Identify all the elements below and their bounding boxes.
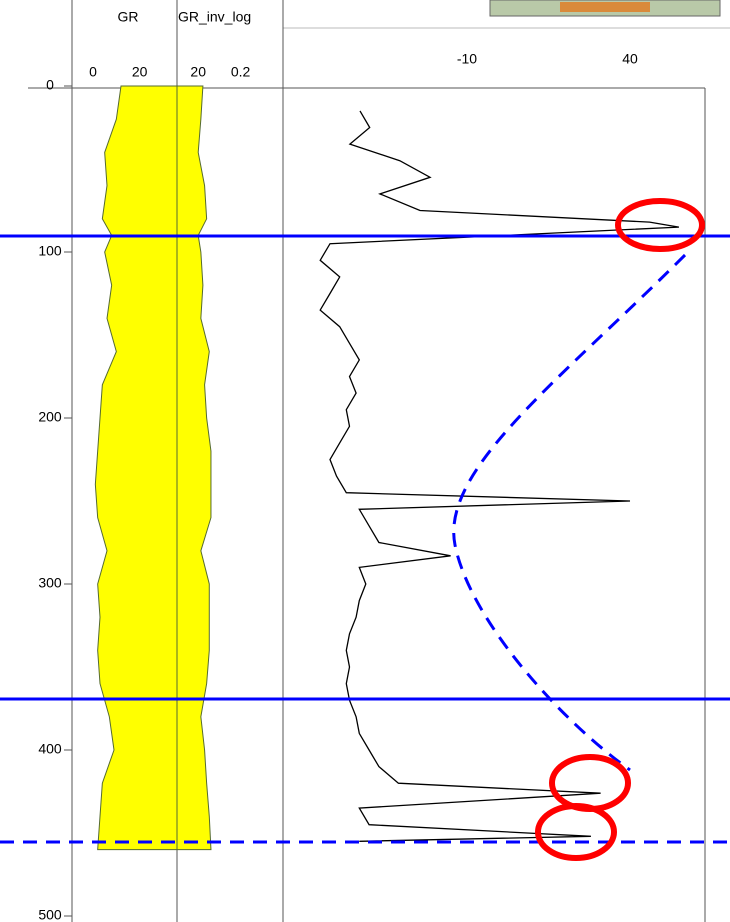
highlight-circle (549, 754, 631, 812)
trend-curve (452, 253, 687, 772)
thumbnail-detail (560, 2, 650, 12)
annotations (0, 198, 730, 861)
x-tick-label: 40 (622, 51, 638, 67)
depth-label: 300 (38, 575, 62, 591)
log-curve (319, 110, 680, 842)
x-tick-label: 0 (89, 64, 97, 80)
x-tick-label: -10 (457, 51, 477, 67)
gr-fill (94, 85, 178, 851)
depth-label: 500 (38, 907, 62, 922)
track-header: GR (118, 9, 139, 25)
depth-label: 0 (46, 77, 54, 93)
highlight-circle (535, 803, 617, 861)
x2-tick-label: 20 (190, 64, 206, 80)
gr-fill (176, 85, 212, 851)
track-header: GR_inv_log (178, 9, 251, 25)
highlight-circle (615, 198, 705, 252)
depth-label: 200 (38, 409, 62, 425)
x2-tick-label: 0.2 (231, 64, 251, 80)
x-tick-label: 20 (132, 64, 148, 80)
depth-label: 400 (38, 741, 62, 757)
depth-label: 100 (38, 243, 62, 259)
